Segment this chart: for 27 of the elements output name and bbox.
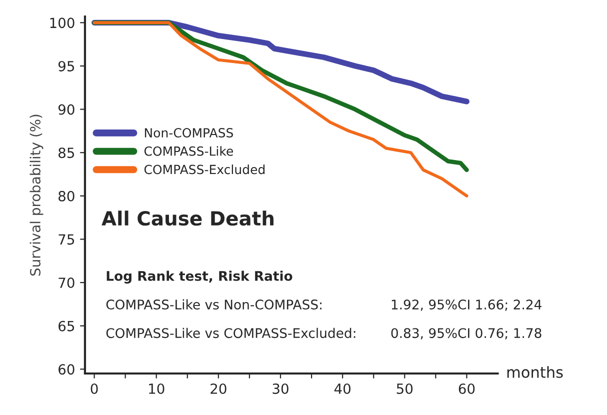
x-tick-label: 40	[334, 383, 350, 394]
y-tick-label: 65	[58, 320, 74, 332]
y-tick-label: 75	[58, 234, 74, 245]
annotation: All Cause Death	[102, 210, 274, 226]
x-tick-label: 60	[458, 383, 475, 394]
x-axis-title: months	[507, 366, 563, 378]
y-tick-label: 85	[58, 148, 74, 158]
x-tick-label: 0	[90, 383, 98, 394]
y-tick-label: 60	[58, 364, 74, 375]
annotation: 1.92, 95%CI 1.66; 2.24	[392, 300, 542, 311]
y-axis-title: Survival probability (%)	[30, 114, 44, 276]
legend-label: COMPASS-Like	[144, 146, 233, 156]
x-tick-label: 10	[149, 383, 164, 394]
annotation: COMPASS-Like vs Non-COMPASS:	[106, 299, 322, 310]
annotation: 0.83, 95%CI 0.76; 1.78	[391, 328, 542, 340]
x-tick-label: 30	[272, 383, 288, 394]
y-tick-label: 70	[58, 278, 74, 288]
x-tick-label: 50	[396, 383, 413, 394]
legend-label: COMPASS-Excluded	[144, 164, 265, 174]
legend-label: Non-COMPASS	[144, 128, 233, 138]
y-tick-label: 95	[58, 60, 74, 72]
y-tick-label: 100	[50, 18, 74, 28]
y-tick-label: 90	[58, 104, 74, 115]
annotation: COMPASS-Like vs COMPASS-Excluded:	[106, 328, 356, 338]
y-tick-label: 80	[58, 190, 74, 202]
x-tick-label: 20	[210, 383, 226, 394]
annotation: Log Rank test, Risk Ratio	[106, 270, 292, 284]
